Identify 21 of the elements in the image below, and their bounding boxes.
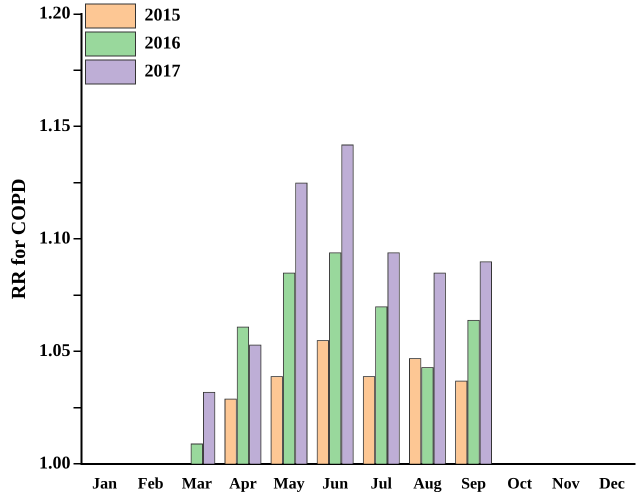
x-tick-label: Feb bbox=[138, 476, 164, 493]
x-tick-label: May bbox=[274, 476, 305, 493]
legend-label: 2015 bbox=[144, 4, 180, 25]
x-tick-label: Aug bbox=[413, 476, 442, 493]
text: 1.20 bbox=[39, 2, 70, 23]
legend-label: 2016 bbox=[144, 32, 180, 53]
x-tick-label: Oct bbox=[507, 476, 533, 493]
text: 1.10 bbox=[39, 228, 70, 248]
x-tick-label: Mar bbox=[182, 476, 212, 493]
text: 1.00 bbox=[39, 452, 70, 472]
x-tick-label: Nov bbox=[552, 476, 580, 493]
x-tick-label: Apr bbox=[229, 476, 257, 493]
x-tick-label: Dec bbox=[599, 476, 625, 493]
y-tick-label: 1.05 bbox=[39, 340, 70, 360]
legend-label: 2017 bbox=[144, 60, 180, 81]
x-tick-label: Jun bbox=[322, 476, 348, 493]
x-tick-label: Jan bbox=[92, 476, 118, 493]
y-axis-title: RR for COPD bbox=[8, 178, 30, 300]
x-tick-label: Jul bbox=[370, 476, 393, 493]
y-tick-label: 1.15 bbox=[39, 115, 70, 136]
x-tick-label: Sep bbox=[461, 476, 486, 493]
